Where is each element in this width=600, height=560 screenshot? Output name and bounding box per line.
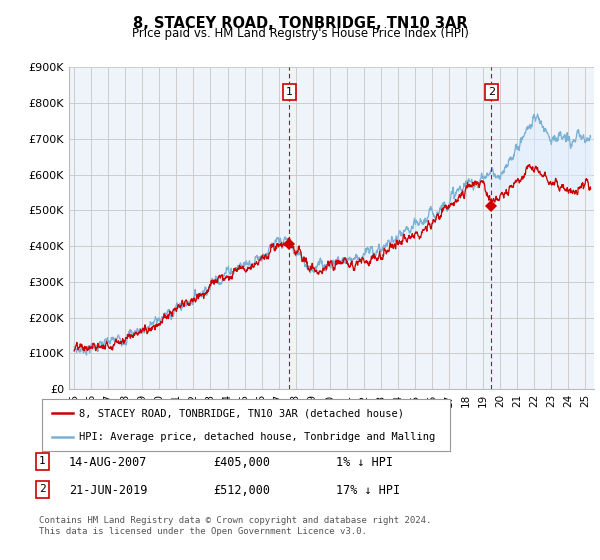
Text: 14-AUG-2007: 14-AUG-2007 [69,456,148,469]
Text: 2: 2 [488,87,495,97]
Text: Contains HM Land Registry data © Crown copyright and database right 2024.
This d: Contains HM Land Registry data © Crown c… [39,516,431,536]
Text: 1: 1 [286,87,293,97]
Text: 21-JUN-2019: 21-JUN-2019 [69,484,148,497]
Text: 8, STACEY ROAD, TONBRIDGE, TN10 3AR (detached house): 8, STACEY ROAD, TONBRIDGE, TN10 3AR (det… [79,408,404,418]
Text: 17% ↓ HPI: 17% ↓ HPI [336,484,400,497]
Text: £405,000: £405,000 [213,456,270,469]
Text: HPI: Average price, detached house, Tonbridge and Malling: HPI: Average price, detached house, Tonb… [79,432,435,442]
Text: 8, STACEY ROAD, TONBRIDGE, TN10 3AR: 8, STACEY ROAD, TONBRIDGE, TN10 3AR [133,16,467,31]
Text: 2: 2 [39,484,46,494]
Text: 1% ↓ HPI: 1% ↓ HPI [336,456,393,469]
Text: Price paid vs. HM Land Registry's House Price Index (HPI): Price paid vs. HM Land Registry's House … [131,27,469,40]
Text: 1: 1 [39,456,46,466]
Text: £512,000: £512,000 [213,484,270,497]
